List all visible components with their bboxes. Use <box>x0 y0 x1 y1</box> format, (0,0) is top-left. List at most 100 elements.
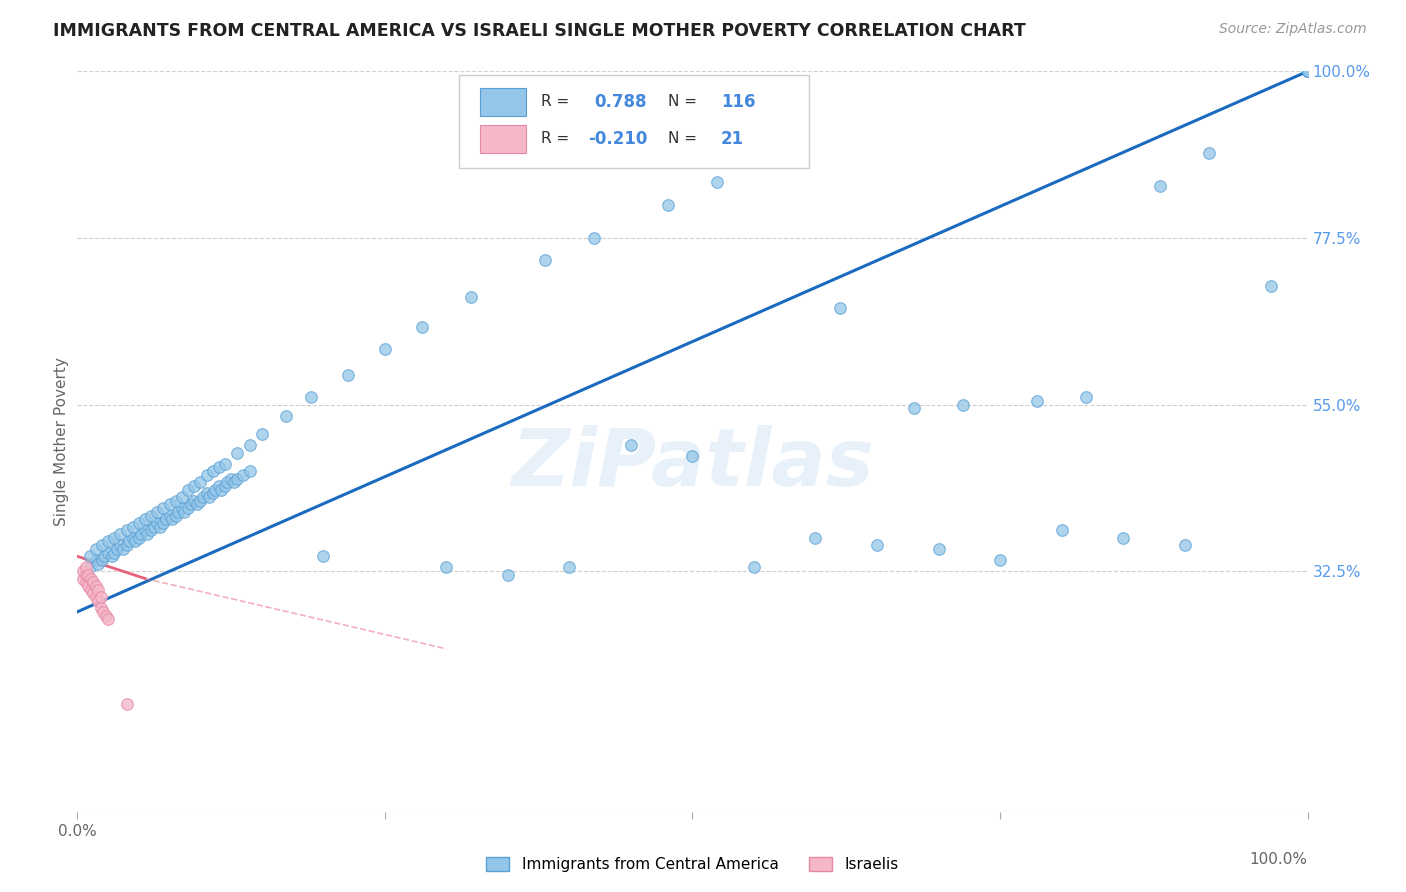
Legend: Immigrants from Central America, Israelis: Immigrants from Central America, Israeli… <box>481 851 904 878</box>
Point <box>152 516 174 530</box>
Point <box>706 175 728 190</box>
Point <box>312 549 335 564</box>
Point <box>177 483 200 497</box>
Point <box>214 479 236 493</box>
Point <box>195 486 218 500</box>
Point <box>1296 64 1319 78</box>
Point <box>110 527 132 541</box>
Point <box>111 541 134 556</box>
Point <box>75 560 97 574</box>
Point <box>1174 538 1197 552</box>
Point <box>141 524 163 538</box>
Point <box>167 505 190 519</box>
Point <box>214 457 236 471</box>
Point <box>121 531 143 545</box>
Point <box>208 460 231 475</box>
Point <box>219 471 242 485</box>
Point <box>191 490 214 504</box>
Point <box>250 427 273 442</box>
Point <box>928 541 950 556</box>
Point <box>152 501 174 516</box>
Point <box>146 516 169 530</box>
Point <box>170 501 193 516</box>
Point <box>1198 145 1220 160</box>
Text: 0.788: 0.788 <box>595 93 647 111</box>
Point <box>110 538 132 552</box>
Point <box>84 579 107 593</box>
Point <box>201 464 224 478</box>
Point <box>77 579 100 593</box>
Point <box>159 508 181 523</box>
Point <box>124 534 146 549</box>
Text: Source: ZipAtlas.com: Source: ZipAtlas.com <box>1219 22 1367 37</box>
Y-axis label: Single Mother Poverty: Single Mother Poverty <box>53 357 69 526</box>
Point <box>222 475 245 490</box>
Point <box>183 493 205 508</box>
Point <box>866 538 889 552</box>
Point <box>337 368 360 382</box>
Point <box>558 560 581 574</box>
Point <box>1112 531 1135 545</box>
Point <box>239 438 262 452</box>
Point <box>165 508 187 523</box>
Point <box>208 479 231 493</box>
Point <box>128 531 150 545</box>
Point <box>209 483 232 497</box>
Point <box>830 301 852 316</box>
Point <box>804 531 827 545</box>
Point <box>186 498 208 512</box>
Point <box>87 557 110 571</box>
Text: R =: R = <box>541 95 569 109</box>
Point <box>198 490 221 504</box>
Point <box>82 586 104 600</box>
Point <box>134 524 156 538</box>
Point <box>131 527 153 541</box>
Point <box>742 560 765 574</box>
Point <box>84 553 107 567</box>
Point <box>97 546 120 560</box>
Point <box>77 567 100 582</box>
Point <box>1296 64 1319 78</box>
Text: N =: N = <box>668 95 697 109</box>
Point <box>87 582 110 597</box>
Point <box>170 490 193 504</box>
Point <box>134 512 156 526</box>
Point <box>657 197 679 211</box>
Point <box>195 467 218 482</box>
Point <box>146 505 169 519</box>
Point <box>173 505 195 519</box>
Text: N =: N = <box>668 131 697 146</box>
Point <box>620 438 643 452</box>
Point <box>1296 64 1319 78</box>
Point <box>103 546 125 560</box>
Point <box>496 567 519 582</box>
Point <box>159 498 181 512</box>
Point <box>226 445 249 459</box>
Point <box>299 390 322 404</box>
Point <box>115 538 138 552</box>
Point <box>97 612 120 626</box>
Point <box>105 541 128 556</box>
Point <box>1260 279 1282 293</box>
Point <box>90 553 114 567</box>
Point <box>94 608 117 623</box>
Point <box>128 516 150 530</box>
Point <box>87 593 110 607</box>
FancyBboxPatch shape <box>458 75 810 168</box>
Text: 100.0%: 100.0% <box>1250 853 1308 867</box>
Point <box>1149 179 1171 194</box>
Point <box>101 549 124 564</box>
Point <box>460 290 482 304</box>
Point <box>136 527 159 541</box>
Point <box>79 560 101 574</box>
Text: -0.210: -0.210 <box>588 129 647 148</box>
Point <box>72 564 94 578</box>
Point <box>988 553 1011 567</box>
Point <box>903 401 925 416</box>
Point <box>276 409 298 423</box>
Point <box>180 498 202 512</box>
Point <box>1296 64 1319 78</box>
Point <box>82 575 104 590</box>
Text: 116: 116 <box>721 93 755 111</box>
Point <box>183 479 205 493</box>
